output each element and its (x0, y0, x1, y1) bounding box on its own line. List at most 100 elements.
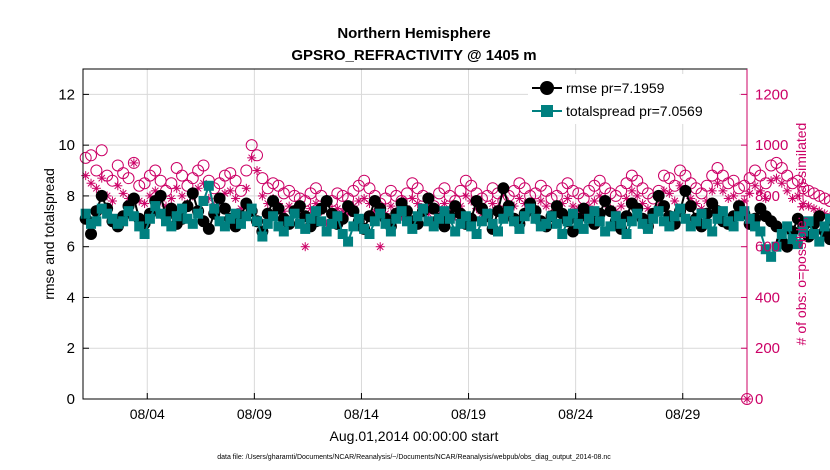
assimilated-marker (713, 178, 723, 188)
spread-point (198, 196, 209, 206)
possible-marker (566, 184, 579, 197)
spread-point (659, 216, 669, 227)
possible-marker (154, 174, 167, 187)
possible-marker (127, 156, 140, 169)
spread-point (701, 218, 712, 229)
spread-point (273, 221, 284, 232)
legend-spread-marker (541, 105, 553, 117)
spread-point (112, 218, 123, 229)
spread-point (343, 236, 354, 247)
spread-point (626, 216, 637, 227)
assimilated-marker (707, 186, 717, 196)
spread-point (412, 211, 423, 222)
y-tick-label: 2 (67, 340, 75, 357)
possible-marker (149, 164, 162, 177)
spread-point (541, 218, 552, 229)
rmse-point (202, 222, 215, 235)
possible-marker (133, 179, 146, 192)
spread-point (316, 216, 327, 227)
possible-marker (813, 189, 826, 202)
spread-point (680, 213, 691, 224)
legend-rmse-label: rmse pr=7.1959 (566, 80, 665, 96)
y2-tick-label: 1200 (755, 86, 788, 103)
possible-marker (786, 177, 799, 190)
assimilated-marker (86, 178, 96, 188)
spread-point (685, 221, 696, 232)
spread-point (161, 216, 171, 227)
possible-marker (732, 182, 745, 195)
spread-point (171, 211, 182, 222)
spread-point (755, 226, 766, 237)
spread-point (707, 226, 718, 237)
spread-point (246, 203, 257, 214)
assimilated-marker (563, 193, 573, 203)
possible-marker (288, 189, 301, 202)
assimilated-marker (729, 191, 739, 201)
possible-marker (620, 177, 633, 190)
possible-marker (743, 172, 756, 185)
spread-point (760, 244, 771, 255)
possible-marker (363, 182, 376, 195)
possible-marker (797, 182, 810, 195)
spread-point (573, 218, 584, 229)
rmse-point (679, 184, 692, 197)
spread-point (825, 213, 830, 224)
y-tick-label: 8 (67, 188, 75, 205)
assimilated-marker (782, 186, 792, 196)
assimilated-marker (718, 186, 728, 196)
assimilated-marker (766, 176, 776, 186)
legend-spread-label: totalspread pr=7.0569 (566, 103, 703, 119)
spread-point (193, 208, 204, 219)
spread-point (519, 211, 530, 222)
spread-point (434, 213, 445, 224)
possible-marker (700, 179, 713, 192)
spread-point (717, 206, 728, 217)
chart-title: Northern Hemisphere (337, 25, 490, 42)
spread-point (278, 226, 289, 237)
spread-point (509, 216, 520, 227)
spread-point (733, 211, 744, 222)
spread-point (80, 208, 91, 219)
assimilated-marker (140, 199, 150, 209)
assimilated-marker (761, 193, 771, 203)
spread-point (235, 218, 246, 229)
possible-marker (111, 159, 124, 172)
spread-point (610, 211, 621, 222)
spread-point (503, 206, 514, 217)
possible-marker (331, 187, 344, 200)
assimilated-marker (97, 173, 107, 183)
spread-point (455, 218, 466, 229)
assimilated-marker (670, 196, 680, 206)
spread-point (380, 218, 391, 229)
spread-point (460, 211, 471, 222)
spread-point (91, 216, 102, 227)
possible-marker (165, 177, 178, 190)
spread-point (332, 211, 343, 222)
possible-marker (106, 174, 119, 187)
spread-point (337, 229, 348, 239)
assimilated-marker (172, 183, 182, 193)
rmse-point (218, 202, 231, 215)
y-tick-label: 0 (67, 391, 75, 408)
possible-marker (722, 177, 735, 190)
spread-point (546, 211, 557, 222)
possible-marker (267, 177, 280, 190)
x-tick-label: 08/19 (451, 406, 486, 422)
y2-tick-label: 800 (755, 188, 780, 205)
spread-point (750, 221, 761, 232)
spread-point (819, 221, 830, 232)
spread-point (616, 218, 627, 229)
spread-point (498, 213, 509, 224)
spread-point (118, 216, 129, 227)
assimilated-marker (777, 178, 787, 188)
spread-point (637, 218, 648, 229)
assimilated-marker (166, 193, 176, 203)
rmse-point (824, 233, 830, 246)
rmse-point (213, 192, 226, 205)
spread-point (144, 213, 155, 224)
x-axis-label: Aug.01,2014 00:00:00 start (330, 428, 499, 444)
spread-point (814, 236, 825, 247)
spread-point (284, 216, 295, 227)
possible-marker (256, 172, 269, 185)
assimilated-marker (252, 166, 262, 176)
